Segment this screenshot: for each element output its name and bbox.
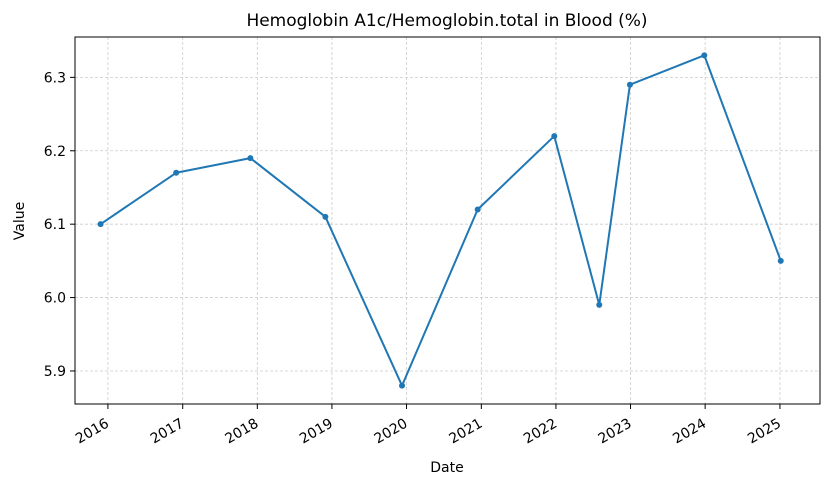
data-point bbox=[322, 213, 329, 220]
data-point bbox=[97, 221, 104, 228]
y-tick-label: 6.0 bbox=[44, 291, 66, 307]
x-tick-label: 2024 bbox=[670, 416, 709, 448]
data-point bbox=[399, 382, 406, 389]
data-point bbox=[173, 169, 180, 176]
y-tick-label: 5.9 bbox=[44, 364, 66, 380]
data-point bbox=[474, 206, 481, 213]
x-axis-title: Date bbox=[430, 460, 463, 476]
x-axis: 2016 2017 2018 2019 2020 2021 2022 2023 2024 2025 bbox=[73, 404, 784, 447]
y-tick-label: 6.1 bbox=[44, 217, 66, 233]
x-tick-label: 2023 bbox=[596, 416, 635, 448]
data-point bbox=[247, 155, 254, 162]
x-tick-label: 2025 bbox=[745, 416, 784, 448]
data-point bbox=[701, 52, 708, 59]
x-tick-label: 2016 bbox=[73, 416, 112, 448]
series-line bbox=[99, 54, 782, 387]
data-point bbox=[777, 257, 784, 264]
y-axis: 5.9 6.0 6.1 6.2 6.3 bbox=[44, 70, 75, 380]
x-tick-label: 2017 bbox=[148, 416, 187, 448]
x-tick-label: 2022 bbox=[521, 416, 560, 448]
y-tick-label: 6.2 bbox=[44, 144, 66, 160]
x-tick-label: 2018 bbox=[222, 416, 261, 448]
chart-title: Hemoglobin A1c/Hemoglobin.total in Blood… bbox=[246, 11, 647, 31]
y-tick-label: 6.3 bbox=[44, 70, 66, 86]
data-point bbox=[626, 81, 633, 88]
x-tick-label: 2020 bbox=[372, 416, 411, 448]
plot-frame bbox=[74, 36, 821, 405]
data-point bbox=[551, 133, 558, 140]
x-tick-label: 2021 bbox=[446, 416, 485, 448]
grid bbox=[75, 37, 820, 404]
data-point bbox=[596, 301, 603, 308]
y-axis-title: Value bbox=[12, 202, 28, 240]
x-tick-label: 2019 bbox=[297, 416, 336, 448]
series-layer bbox=[97, 52, 784, 389]
